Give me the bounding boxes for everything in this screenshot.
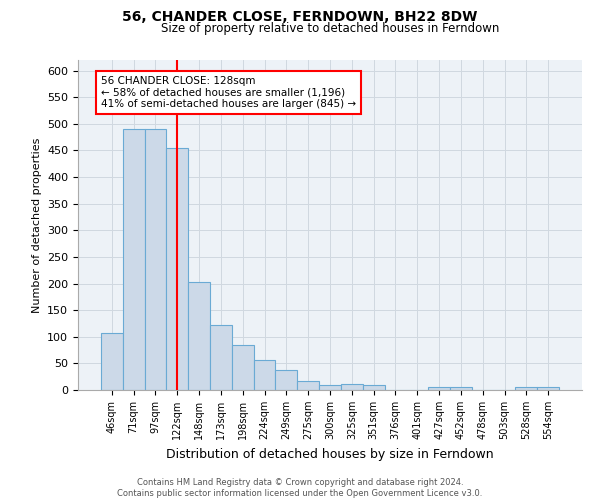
Bar [275,370,297,390]
Bar [210,325,232,390]
Bar [319,384,341,390]
Bar [254,360,275,390]
Bar [537,387,559,390]
Bar [188,282,210,390]
Bar [297,382,319,390]
Bar [166,148,188,390]
Bar [341,384,363,390]
Y-axis label: Number of detached properties: Number of detached properties [32,138,41,312]
Title: Size of property relative to detached houses in Ferndown: Size of property relative to detached ho… [161,22,499,35]
Text: 56, CHANDER CLOSE, FERNDOWN, BH22 8DW: 56, CHANDER CLOSE, FERNDOWN, BH22 8DW [122,10,478,24]
Bar [101,333,123,390]
Bar [363,384,385,390]
X-axis label: Distribution of detached houses by size in Ferndown: Distribution of detached houses by size … [166,448,494,460]
Bar [123,129,145,390]
Bar [450,388,472,390]
Bar [232,345,254,390]
Text: Contains HM Land Registry data © Crown copyright and database right 2024.
Contai: Contains HM Land Registry data © Crown c… [118,478,482,498]
Bar [145,129,166,390]
Bar [428,388,450,390]
Text: 56 CHANDER CLOSE: 128sqm
← 58% of detached houses are smaller (1,196)
41% of sem: 56 CHANDER CLOSE: 128sqm ← 58% of detach… [101,76,356,109]
Bar [515,387,537,390]
